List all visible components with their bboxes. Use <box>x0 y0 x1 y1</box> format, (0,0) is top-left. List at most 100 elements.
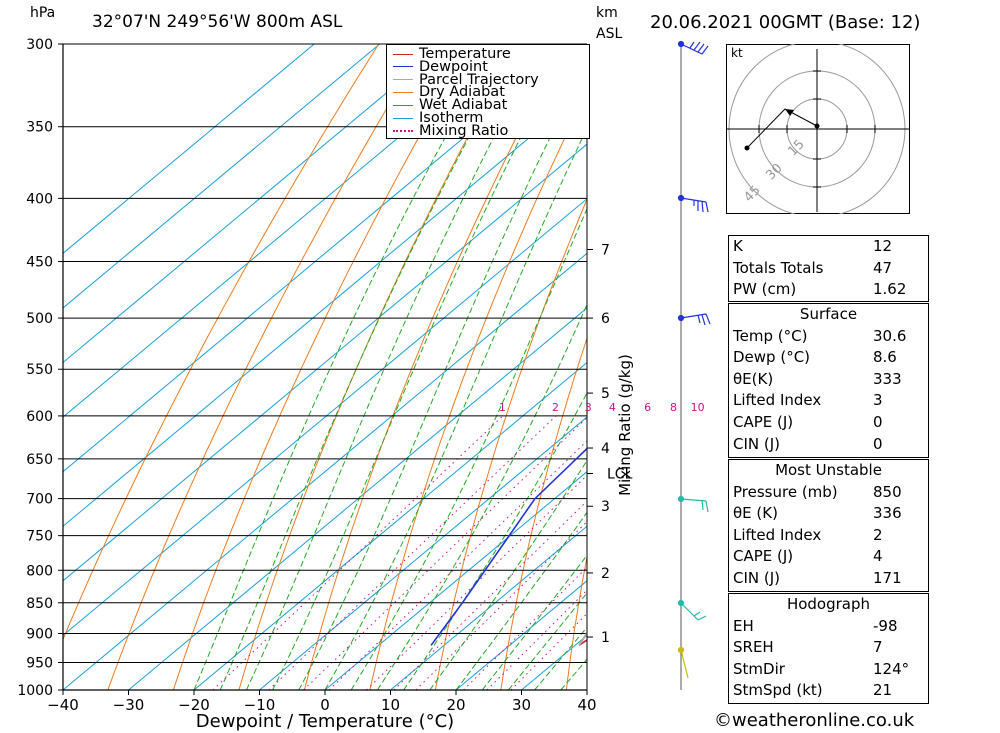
wind-barb-850 <box>677 599 707 621</box>
wet-adiabat-line <box>324 127 587 690</box>
most-unstable-row: θE (K) 336 <box>729 503 928 525</box>
legend-swatch <box>393 53 413 55</box>
km-tick-label: 3 <box>601 499 610 515</box>
km-label: km <box>596 5 618 21</box>
location-title: 32°07'N 249°56'W 800m ASL <box>92 12 343 32</box>
hodograph-stat-value: 21 <box>873 681 893 700</box>
isotherm-line <box>324 471 587 690</box>
hodograph-stat-value: 124° <box>873 659 910 678</box>
surface-title: Surface <box>799 305 858 323</box>
copyright-footer[interactable]: ©weatheronline.co.uk <box>714 710 915 731</box>
pressure-tick-label: 450 <box>26 255 53 271</box>
legend-item: Parcel Trajectory <box>393 72 539 87</box>
legend-swatch <box>393 66 413 68</box>
series-dewpoint <box>430 447 587 646</box>
x-tick-label: 20 <box>446 696 465 714</box>
mixing-ratio-value-label: 3 <box>585 401 592 414</box>
wind-barb-column <box>677 40 711 690</box>
mixing-ratio-value-label: 8 <box>670 401 677 414</box>
most-unstable-row: CIN (J) 171 <box>729 568 928 590</box>
x-axis-title: Dewpoint / Temperature (°C) <box>196 711 454 732</box>
isotherm-line <box>63 88 587 527</box>
km-tick-label: 7 <box>601 242 610 258</box>
hodograph-plot: kt 15 30 45 <box>726 44 910 214</box>
pressure-tick-label: 350 <box>26 120 53 136</box>
most-unstable-value: 4 <box>873 547 883 566</box>
isotherm-line <box>63 44 315 254</box>
isotherm-line <box>455 580 587 690</box>
mixing-ratio-line <box>212 415 504 690</box>
chart-legend: Temperature Dewpoint Parcel Trajectory Dry … <box>386 44 590 139</box>
most-unstable-row: Lifted Index 2 <box>729 525 928 547</box>
pressure-tick-label: 1000 <box>17 683 53 699</box>
legend-swatch <box>393 79 413 81</box>
surface-value: 8.6 <box>873 348 897 367</box>
surface-value: 3 <box>873 391 883 410</box>
legend-label: Dry Adiabat <box>419 84 505 101</box>
legend-item: Wet Adiabat <box>393 97 508 114</box>
wet-adiabat-line <box>376 303 587 690</box>
pressure-tick-label: 550 <box>26 362 53 378</box>
surface-label: CIN (J) <box>733 434 781 453</box>
surface-value: 0 <box>873 412 883 431</box>
most-unstable-value: 171 <box>873 568 902 587</box>
isotherm-line <box>63 143 587 582</box>
mixing-ratio-value-label: 4 <box>609 401 616 414</box>
wet-adiabat-line <box>272 44 570 690</box>
pressure-tick-label: 600 <box>26 409 53 425</box>
wet-adiabat-line <box>298 62 587 690</box>
mixing-ratio-value-label: 1 <box>499 401 506 414</box>
hodograph-stat-row: EH -98 <box>729 616 928 638</box>
most-unstable-row: Pressure (mb) 850 <box>729 482 928 504</box>
surface-label: Temp (°C) <box>733 326 808 345</box>
hodograph-stat-row: SREH 7 <box>729 637 928 659</box>
datetime-title: 20.06.2021 00GMT (Base: 12) <box>650 12 921 33</box>
legend-swatch <box>393 117 413 119</box>
wet-adiabat-line <box>481 554 587 690</box>
lcl-label: LCL <box>607 467 633 483</box>
dry-adiabat-line <box>238 44 519 690</box>
most-unstable-row: CAPE (J) 4 <box>729 546 928 568</box>
most-unstable-table: Most Unstable Pressure (mb) 850 θE (K) 336 L… <box>728 459 929 592</box>
dry-adiabat-line <box>953 44 1000 690</box>
most-unstable-value: 850 <box>873 482 902 501</box>
legend-swatch <box>393 91 413 93</box>
x-tick-label: 30 <box>512 696 531 714</box>
surface-row: CAPE (J) 0 <box>729 412 928 434</box>
hodograph-stat-label: EH <box>733 616 754 635</box>
wind-barb-surface <box>677 646 689 679</box>
legend-label: Isotherm <box>419 110 484 126</box>
pw-value: 1.62 <box>873 280 907 299</box>
surface-row: Dewp (°C) 8.6 <box>729 347 928 369</box>
km-tick-label: 2 <box>601 566 610 582</box>
chart-series <box>430 447 587 646</box>
surface-value: 0 <box>873 434 883 453</box>
hodograph-stat-row: StmSpd (kt) 21 <box>729 680 928 702</box>
mixing-ratio-axis-title: Mixing Ratio (g/kg) <box>616 354 634 496</box>
wet-adiabat-line <box>245 44 544 690</box>
hodograph-stat-label: SREH <box>733 638 774 657</box>
legend-item: Dry Adiabat <box>393 84 505 101</box>
wet-adiabat-line <box>219 44 521 690</box>
legend-swatch <box>393 129 413 132</box>
hodograph-ticks <box>758 70 876 188</box>
legend-item: Mixing Ratio <box>393 124 508 138</box>
isotherm-line <box>63 44 512 418</box>
legend-label: Wet Adiabat <box>419 97 508 114</box>
legend-label: Dewpoint <box>419 58 488 75</box>
dry-adiabat-line <box>369 90 587 690</box>
isotherm-line <box>128 307 587 690</box>
isotherm-line <box>390 525 587 690</box>
legend-item: Temperature <box>393 47 511 61</box>
x-tick-label: 0 <box>320 696 330 714</box>
legend-swatch <box>393 104 413 106</box>
x-tick-label: −40 <box>47 696 79 714</box>
hodograph-stat-label: StmDir <box>733 659 785 678</box>
wet-adiabat-line <box>193 44 498 690</box>
x-tick-label: 40 <box>577 696 596 714</box>
wet-adiabat-line <box>508 592 587 690</box>
pressure-tick-label: 400 <box>26 191 53 207</box>
most-unstable-label: Pressure (mb) <box>733 482 838 501</box>
hodograph-stat-value: 7 <box>873 638 883 657</box>
